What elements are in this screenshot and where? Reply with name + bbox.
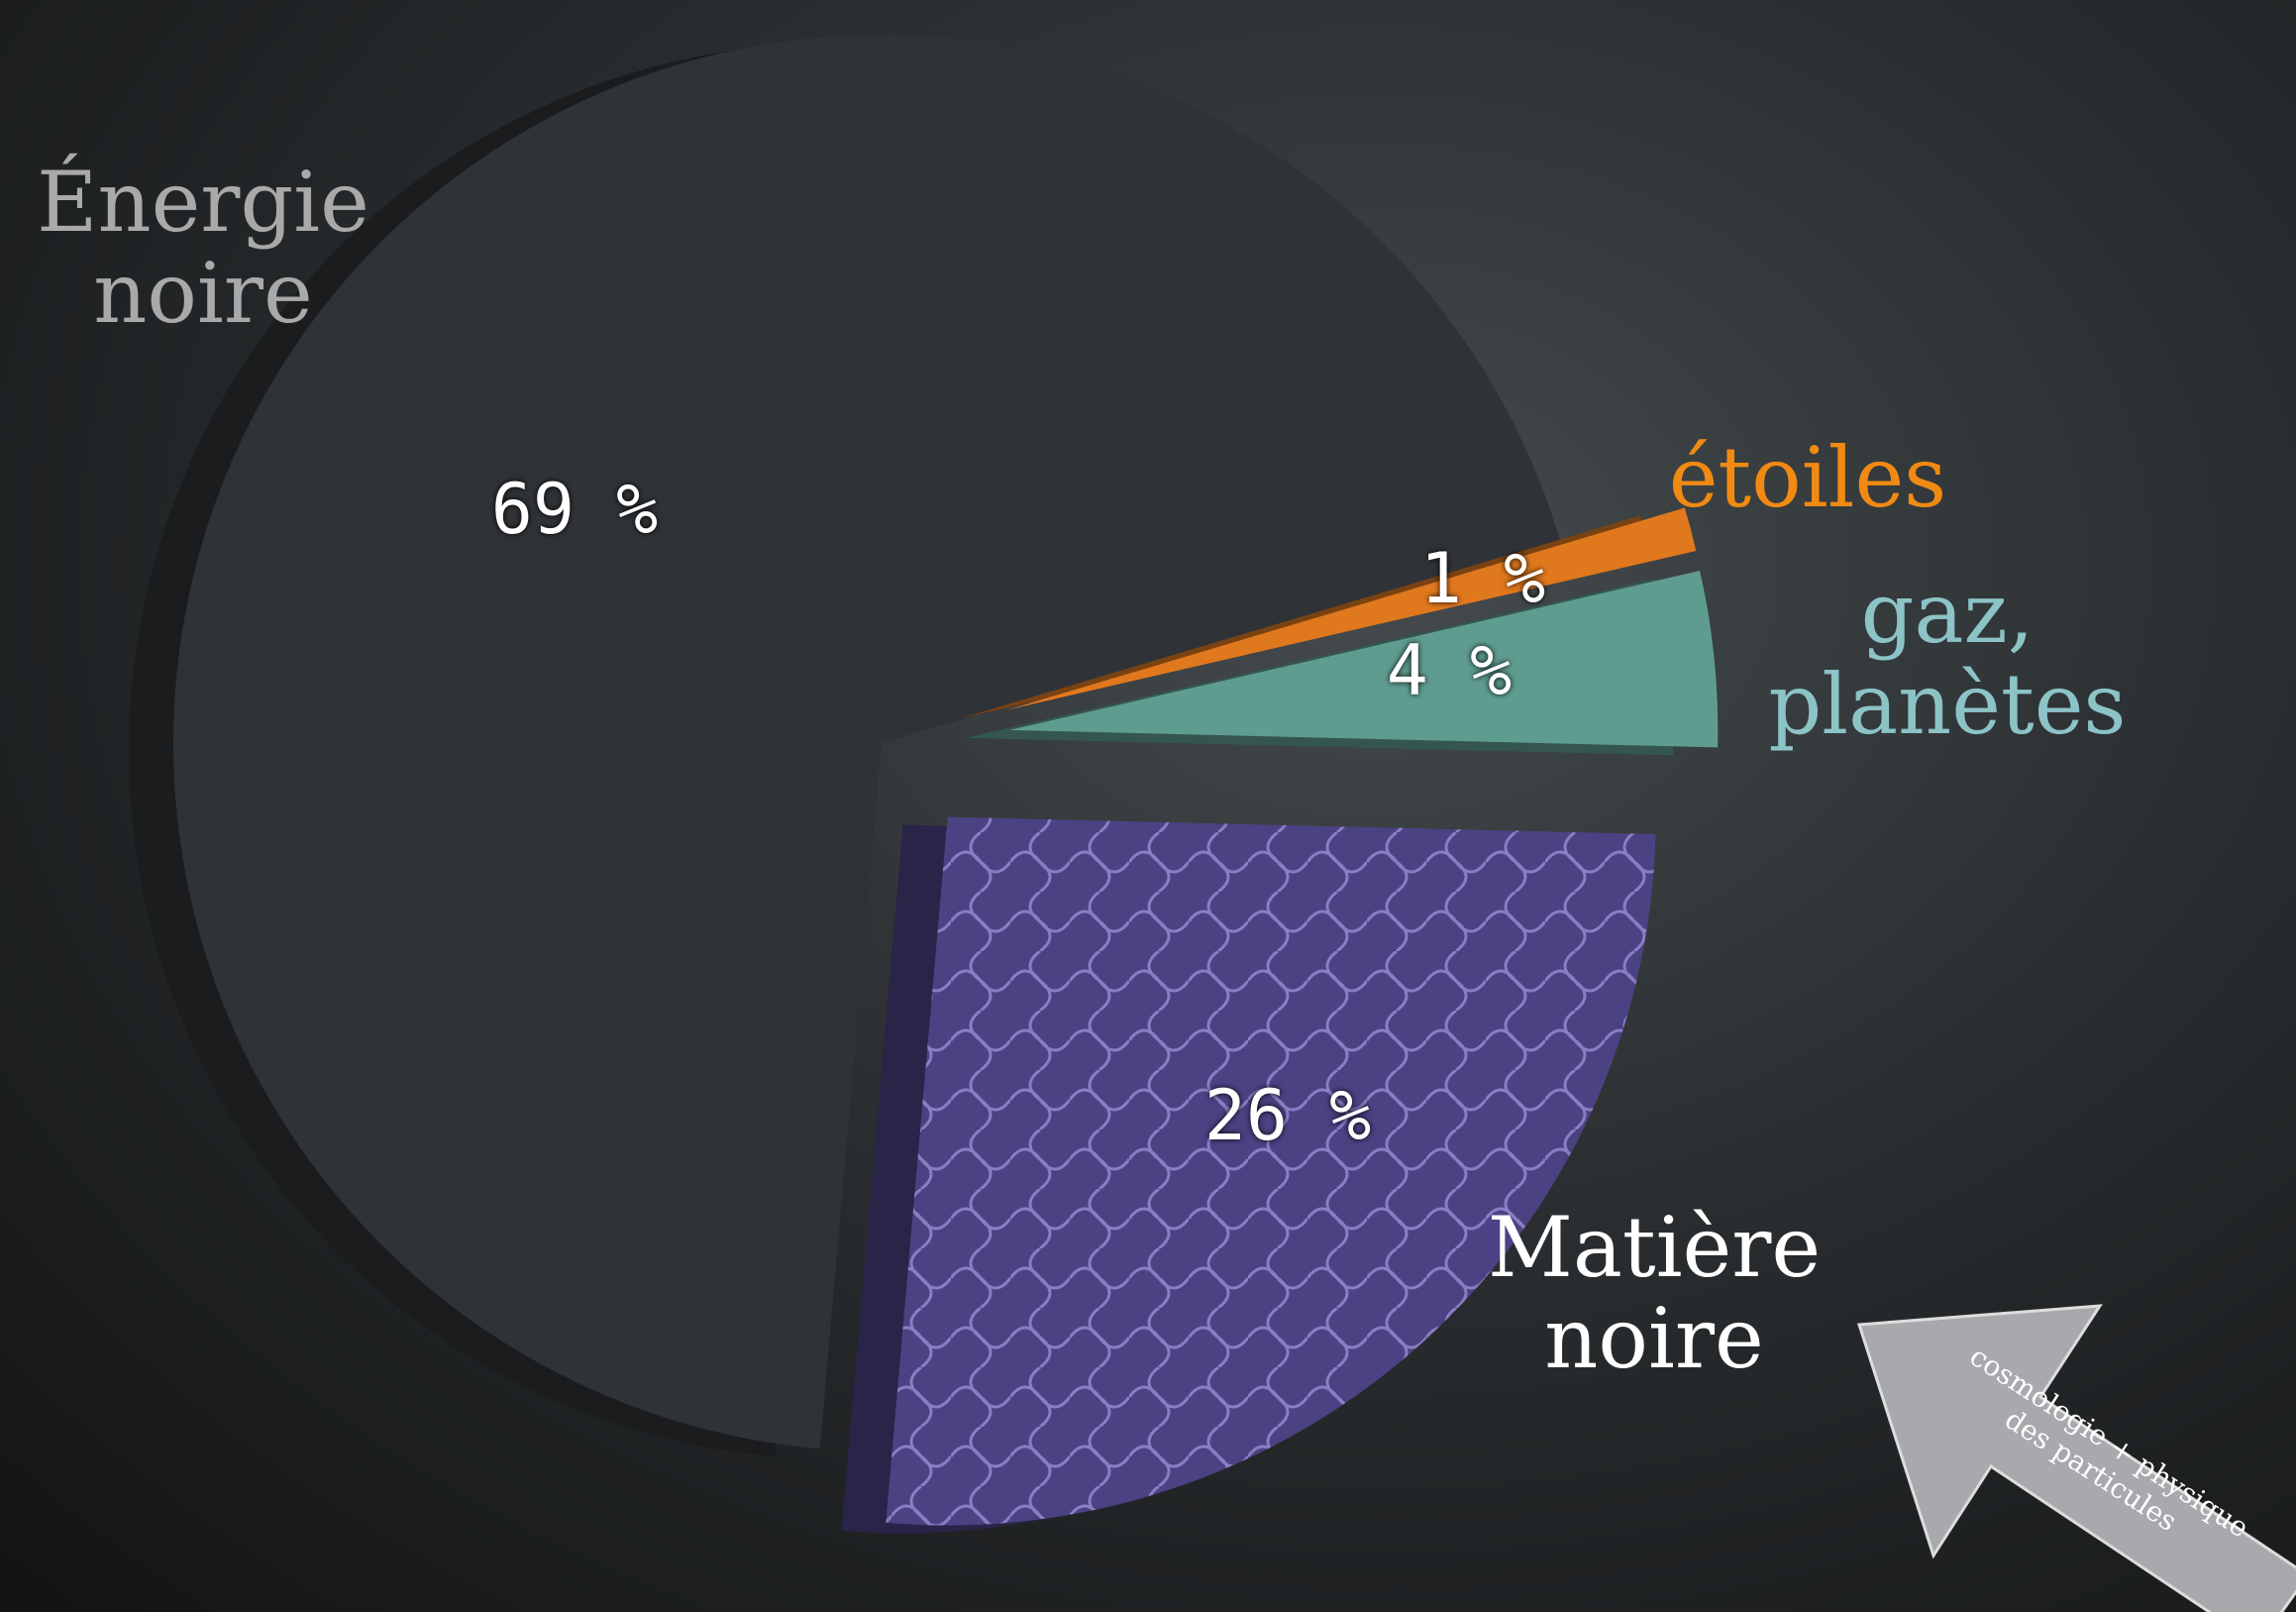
value-label: 26 % [1203,1075,1372,1156]
value-label: 4 % [1386,630,1513,711]
slice-texture [886,816,1656,1526]
category-label: Énergie noire [37,154,369,342]
slice-side [961,515,1652,718]
value-label: 69 % [490,469,659,550]
category-label: étoiles [1668,429,1947,526]
category-label: gaz, planètes [1768,565,2127,753]
category-label: Matière noire [1487,1199,1822,1387]
slice [1005,507,1697,710]
slice [1009,571,1719,748]
arrow [1856,1304,2296,1612]
value-label: 1 % [1419,538,1546,619]
pie [129,34,1719,1534]
slice [173,34,1561,1450]
